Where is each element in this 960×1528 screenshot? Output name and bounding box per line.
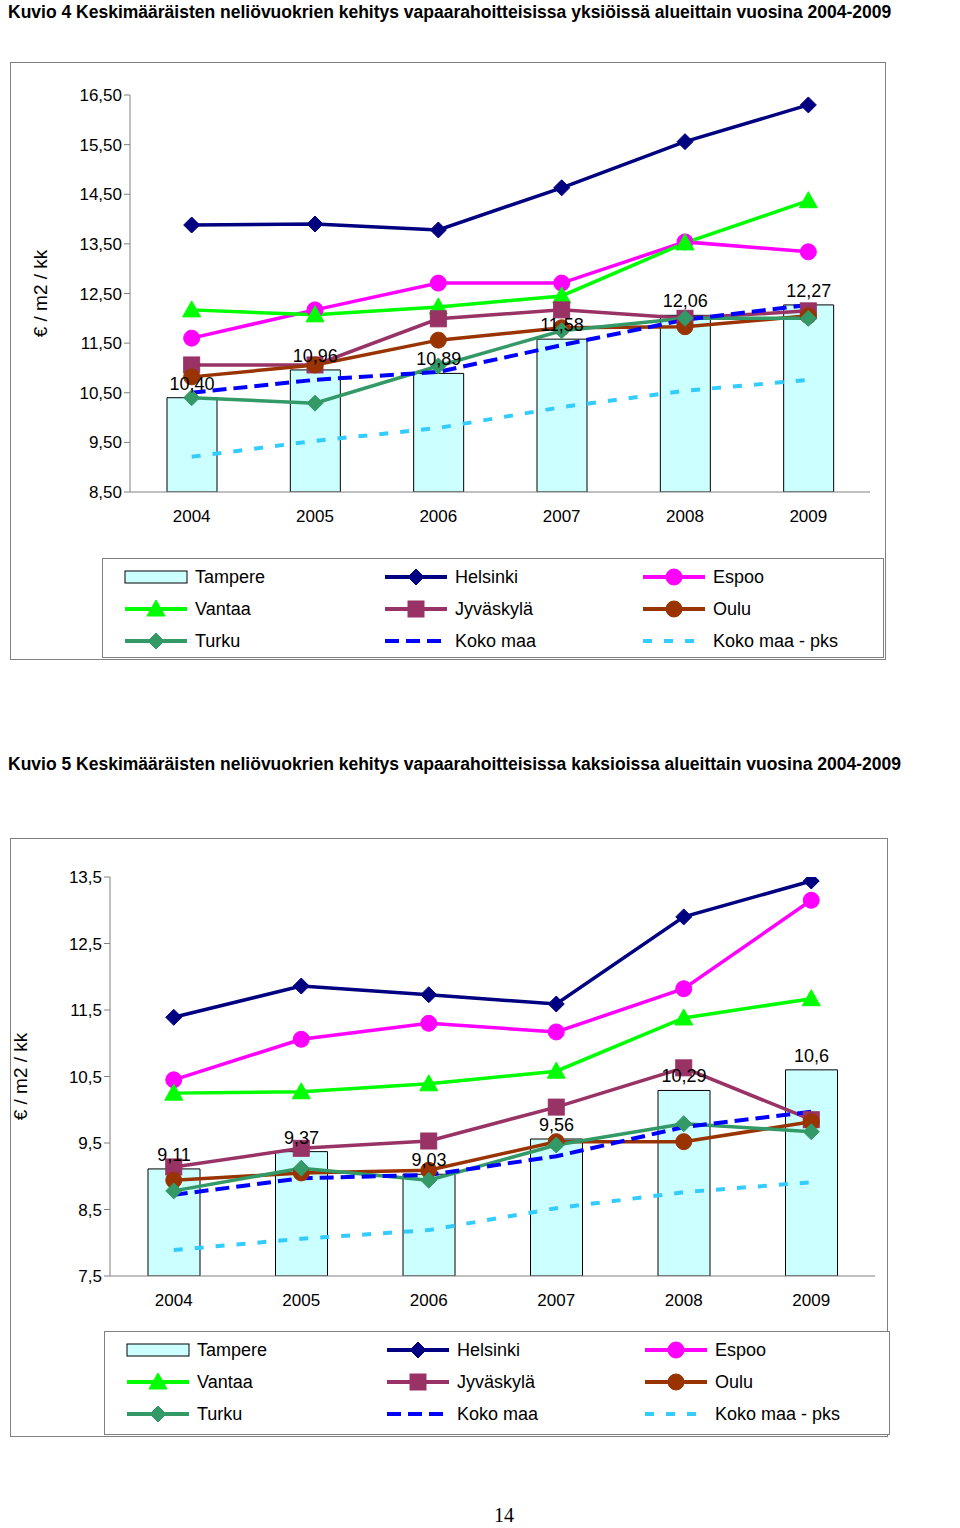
svg-text:2007: 2007 (537, 1291, 575, 1310)
html-text:Kuvio 4 Keskimääräisten neliöv: Kuvio 4 Keskimääräisten neliövuokrien ke… (8, 2, 892, 22)
svg-text:9,11: 9,11 (157, 1145, 191, 1165)
html-text:Espoo: Espoo (713, 566, 764, 587)
html-text:Espoo: Espoo (715, 1339, 766, 1360)
html-text:Koko maa: Koko maa (455, 630, 536, 651)
html-text:Koko maa - pks: Koko maa - pks (713, 630, 839, 651)
svg-text:12,5: 12,5 (69, 935, 102, 954)
svg-text:9,56: 9,56 (539, 1115, 574, 1135)
svg-text:8,50: 8,50 (89, 483, 122, 502)
svg-text:9,50: 9,50 (89, 433, 122, 452)
svg-text:12,50: 12,50 (79, 285, 122, 304)
html-text:Helsinki: Helsinki (457, 1339, 520, 1360)
svg-text:10,96: 10,96 (293, 346, 338, 366)
html-text:Vantaa: Vantaa (197, 1371, 253, 1392)
html-text:Jyväskylä: Jyväskylä (455, 598, 533, 619)
html-text:14: 14 (494, 1504, 514, 1526)
svg-text:2005: 2005 (296, 507, 334, 526)
svg-text:2006: 2006 (419, 507, 457, 526)
svg-text:15,50: 15,50 (79, 136, 122, 155)
svg-text:10,40: 10,40 (169, 374, 214, 394)
html-text:Vantaa: Vantaa (195, 598, 251, 619)
svg-text:2009: 2009 (792, 1291, 830, 1310)
svg-text:12,06: 12,06 (663, 291, 708, 311)
svg-text:10,6: 10,6 (794, 1046, 829, 1066)
html-text:Oulu: Oulu (713, 598, 751, 619)
svg-text:11,5: 11,5 (70, 1001, 102, 1020)
svg-text:11,50: 11,50 (81, 334, 122, 353)
svg-text:7,5: 7,5 (78, 1267, 102, 1286)
svg-text:16,50: 16,50 (79, 86, 122, 105)
svg-text:14,50: 14,50 (79, 185, 122, 204)
svg-text:2009: 2009 (789, 507, 827, 526)
html-text:Oulu: Oulu (715, 1371, 753, 1392)
svg-text:10,89: 10,89 (416, 349, 461, 369)
svg-text:11,58: 11,58 (540, 315, 584, 335)
html-text:Tampere: Tampere (197, 1339, 267, 1360)
html-text:Turku: Turku (197, 1403, 243, 1424)
svg-text:13,50: 13,50 (79, 235, 122, 254)
html-text:Koko maa: Koko maa (457, 1403, 538, 1424)
html-text:Kuvio 5 Keskimääräisten neliöv: Kuvio 5 Keskimääräisten neliövuokrien ke… (8, 754, 901, 774)
svg-text:10,29: 10,29 (661, 1066, 706, 1086)
html-text:Helsinki: Helsinki (455, 566, 518, 587)
svg-text:2008: 2008 (666, 507, 704, 526)
svg-text:9,03: 9,03 (411, 1150, 446, 1170)
svg-text:€ / m2 / kk: € / m2 / kk (10, 1032, 31, 1120)
svg-text:9,5: 9,5 (78, 1134, 102, 1153)
svg-text:€ / m2 / kk: € / m2 / kk (30, 249, 51, 337)
svg-text:2007: 2007 (543, 507, 581, 526)
html-text:Jyväskylä: Jyväskylä (457, 1371, 535, 1392)
svg-text:13,5: 13,5 (69, 868, 102, 887)
html-text:Tampere: Tampere (195, 566, 265, 587)
svg-text:12,27: 12,27 (786, 281, 831, 301)
svg-text:9,37: 9,37 (284, 1128, 319, 1148)
html-text:Koko maa - pks: Koko maa - pks (715, 1403, 841, 1424)
svg-text:2004: 2004 (155, 1291, 193, 1310)
svg-text:2006: 2006 (410, 1291, 448, 1310)
svg-text:10,5: 10,5 (69, 1068, 102, 1087)
svg-text:2008: 2008 (665, 1291, 703, 1310)
svg-text:10,50: 10,50 (79, 384, 122, 403)
html-text:Turku: Turku (195, 630, 241, 651)
svg-text:8,5: 8,5 (78, 1201, 102, 1220)
svg-text:2004: 2004 (173, 507, 211, 526)
svg-text:2005: 2005 (282, 1291, 320, 1310)
